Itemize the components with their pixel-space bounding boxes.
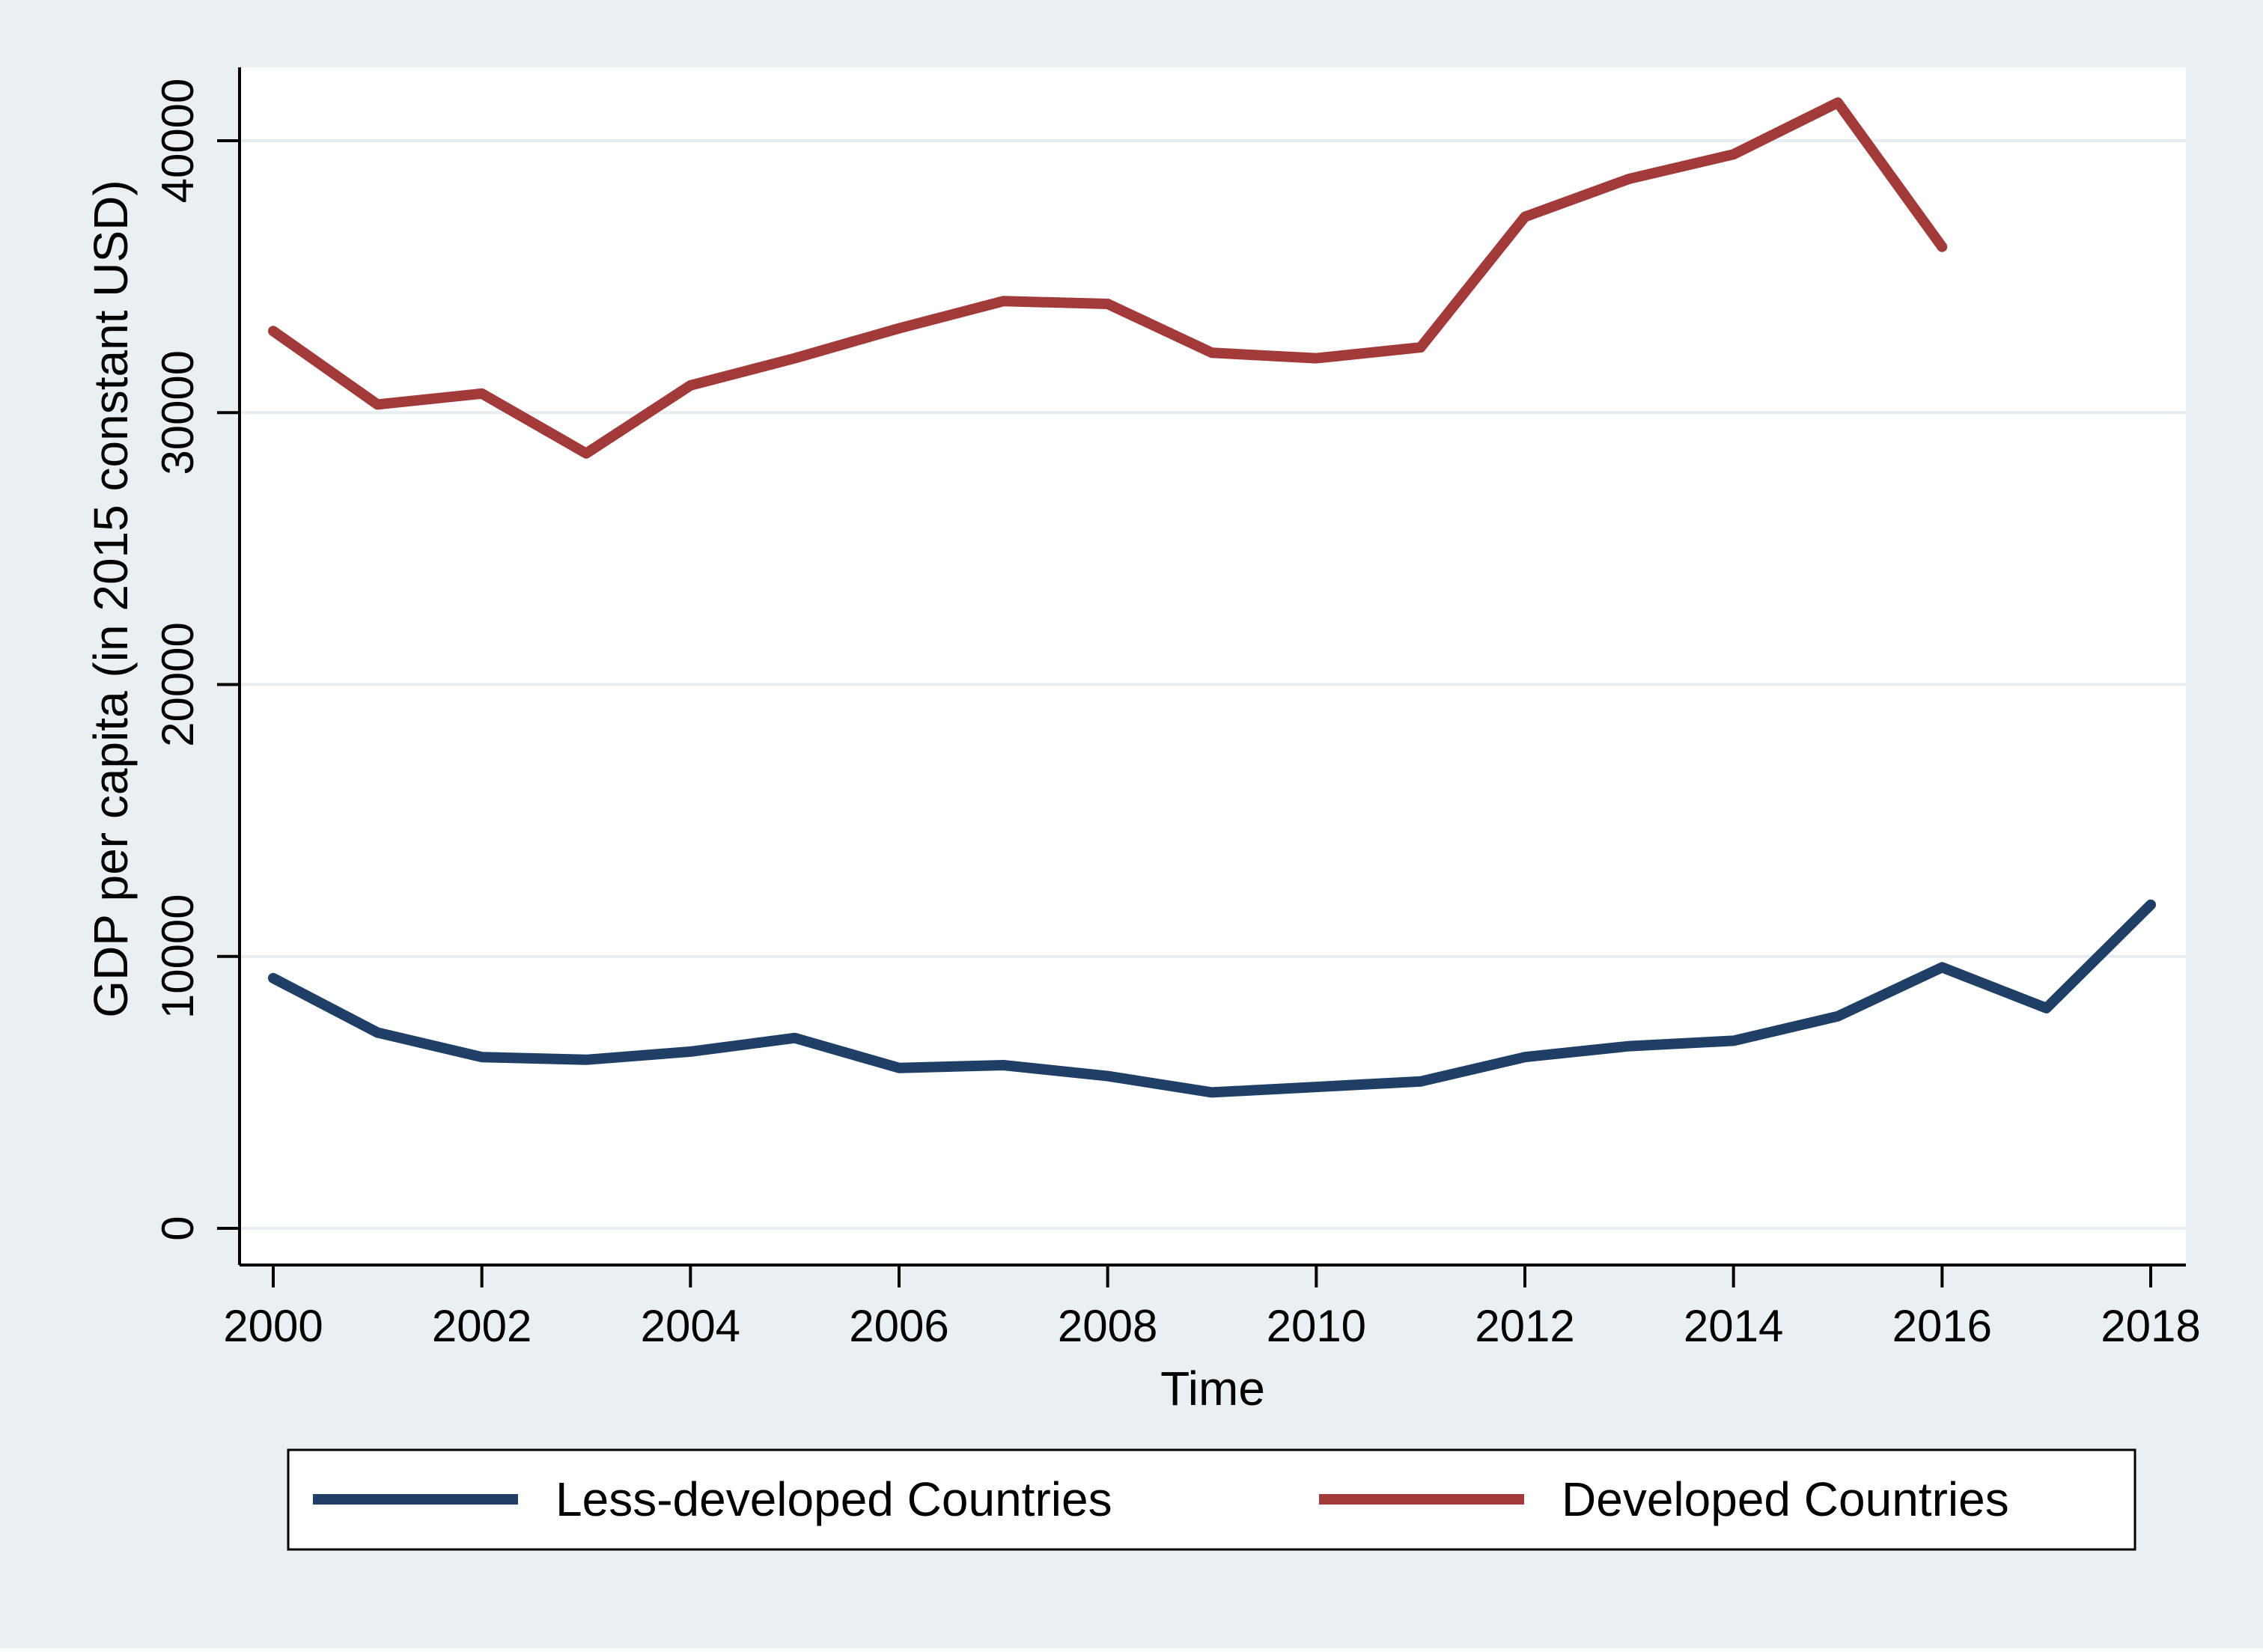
data-point-s1-2005: [792, 356, 797, 361]
x-tick-label-2010: 2010: [1267, 1301, 1366, 1351]
data-point-s0-2017: [2044, 1005, 2049, 1011]
y-tick-label-0: 0: [153, 1216, 203, 1240]
y-tick-label-10000: 10000: [153, 894, 203, 1019]
data-point-s0-2003: [584, 1057, 588, 1062]
data-point-s0-2018: [2148, 902, 2153, 907]
x-ticks: 2000 2002 2004 2006 2008 2010 2012 2014 2016 2018: [223, 1265, 2201, 1351]
x-tick-label-2012: 2012: [1475, 1301, 1574, 1351]
y-ticks: 0 10000 20000 30000 40000: [153, 79, 240, 1241]
data-point-s1-2016: [1940, 244, 1945, 249]
legend-box: [287, 1448, 2136, 1551]
data-point-s0-2014: [1731, 1038, 1736, 1043]
data-point-s0-2005: [792, 1035, 797, 1040]
data-point-s1-2007: [1001, 299, 1006, 304]
data-point-s0-2004: [688, 1049, 693, 1054]
x-tick-label-2018: 2018: [2101, 1301, 2200, 1351]
data-point-s1-2014: [1731, 152, 1736, 157]
data-point-s0-2006: [897, 1065, 901, 1070]
data-point-s1-2002: [479, 391, 484, 396]
data-point-s0-2000: [271, 975, 275, 981]
y-tick-label-20000: 20000: [153, 622, 203, 747]
x-tick-label-2016: 2016: [1892, 1301, 1992, 1351]
gridlines: [241, 139, 2186, 1230]
data-point-s0-2012: [1523, 1055, 1527, 1060]
axes: [238, 67, 2186, 1267]
data-point-s1-2000: [271, 329, 275, 334]
legend: Less-developed Countries Developed Count…: [287, 1448, 2136, 1551]
y-axis-title: GDP per capita (in 2015 constant USD): [84, 180, 138, 1017]
data-point-s1-2012: [1523, 214, 1527, 219]
x-tick-label-2008: 2008: [1058, 1301, 1157, 1351]
data-point-s0-2016: [1940, 965, 1945, 970]
data-point-s1-2003: [584, 451, 588, 456]
data-point-s1-2015: [1836, 100, 1840, 106]
data-point-s1-2008: [1105, 301, 1110, 306]
x-axis-title: Time: [1160, 1362, 1265, 1415]
x-tick-label-2002: 2002: [432, 1301, 532, 1351]
x-tick-label-2014: 2014: [1684, 1301, 1783, 1351]
data-point-s0-2008: [1105, 1073, 1110, 1079]
y-tick-label-30000: 30000: [153, 350, 203, 475]
data-point-s0-2002: [479, 1055, 484, 1060]
series-lines: [268, 97, 2156, 1098]
data-point-s1-2009: [1210, 350, 1214, 356]
data-point-s0-2001: [375, 1030, 380, 1035]
x-tick-label-2000: 2000: [223, 1301, 323, 1351]
y-tick-label-40000: 40000: [153, 79, 203, 204]
data-point-s0-2007: [1001, 1063, 1006, 1068]
data-point-s1-2013: [1627, 176, 1632, 181]
data-point-s1-2004: [688, 382, 693, 388]
data-point-s1-2001: [375, 402, 380, 407]
x-tick-label-2006: 2006: [849, 1301, 948, 1351]
data-point-s0-2015: [1836, 1014, 1840, 1019]
data-point-s0-2009: [1210, 1090, 1214, 1095]
data-point-s0-2011: [1418, 1079, 1423, 1084]
data-point-s0-2010: [1314, 1085, 1319, 1090]
plot-area: [240, 67, 2186, 1265]
data-point-s0-2013: [1627, 1043, 1632, 1049]
legend-label-less-developed: Less-developed Countries: [555, 1472, 1112, 1526]
legend-label-developed: Developed Countries: [1562, 1472, 2009, 1526]
data-point-s1-2011: [1418, 345, 1423, 350]
data-point-s1-2010: [1314, 356, 1319, 361]
data-point-s1-2006: [897, 326, 901, 331]
x-tick-label-2004: 2004: [641, 1301, 740, 1351]
